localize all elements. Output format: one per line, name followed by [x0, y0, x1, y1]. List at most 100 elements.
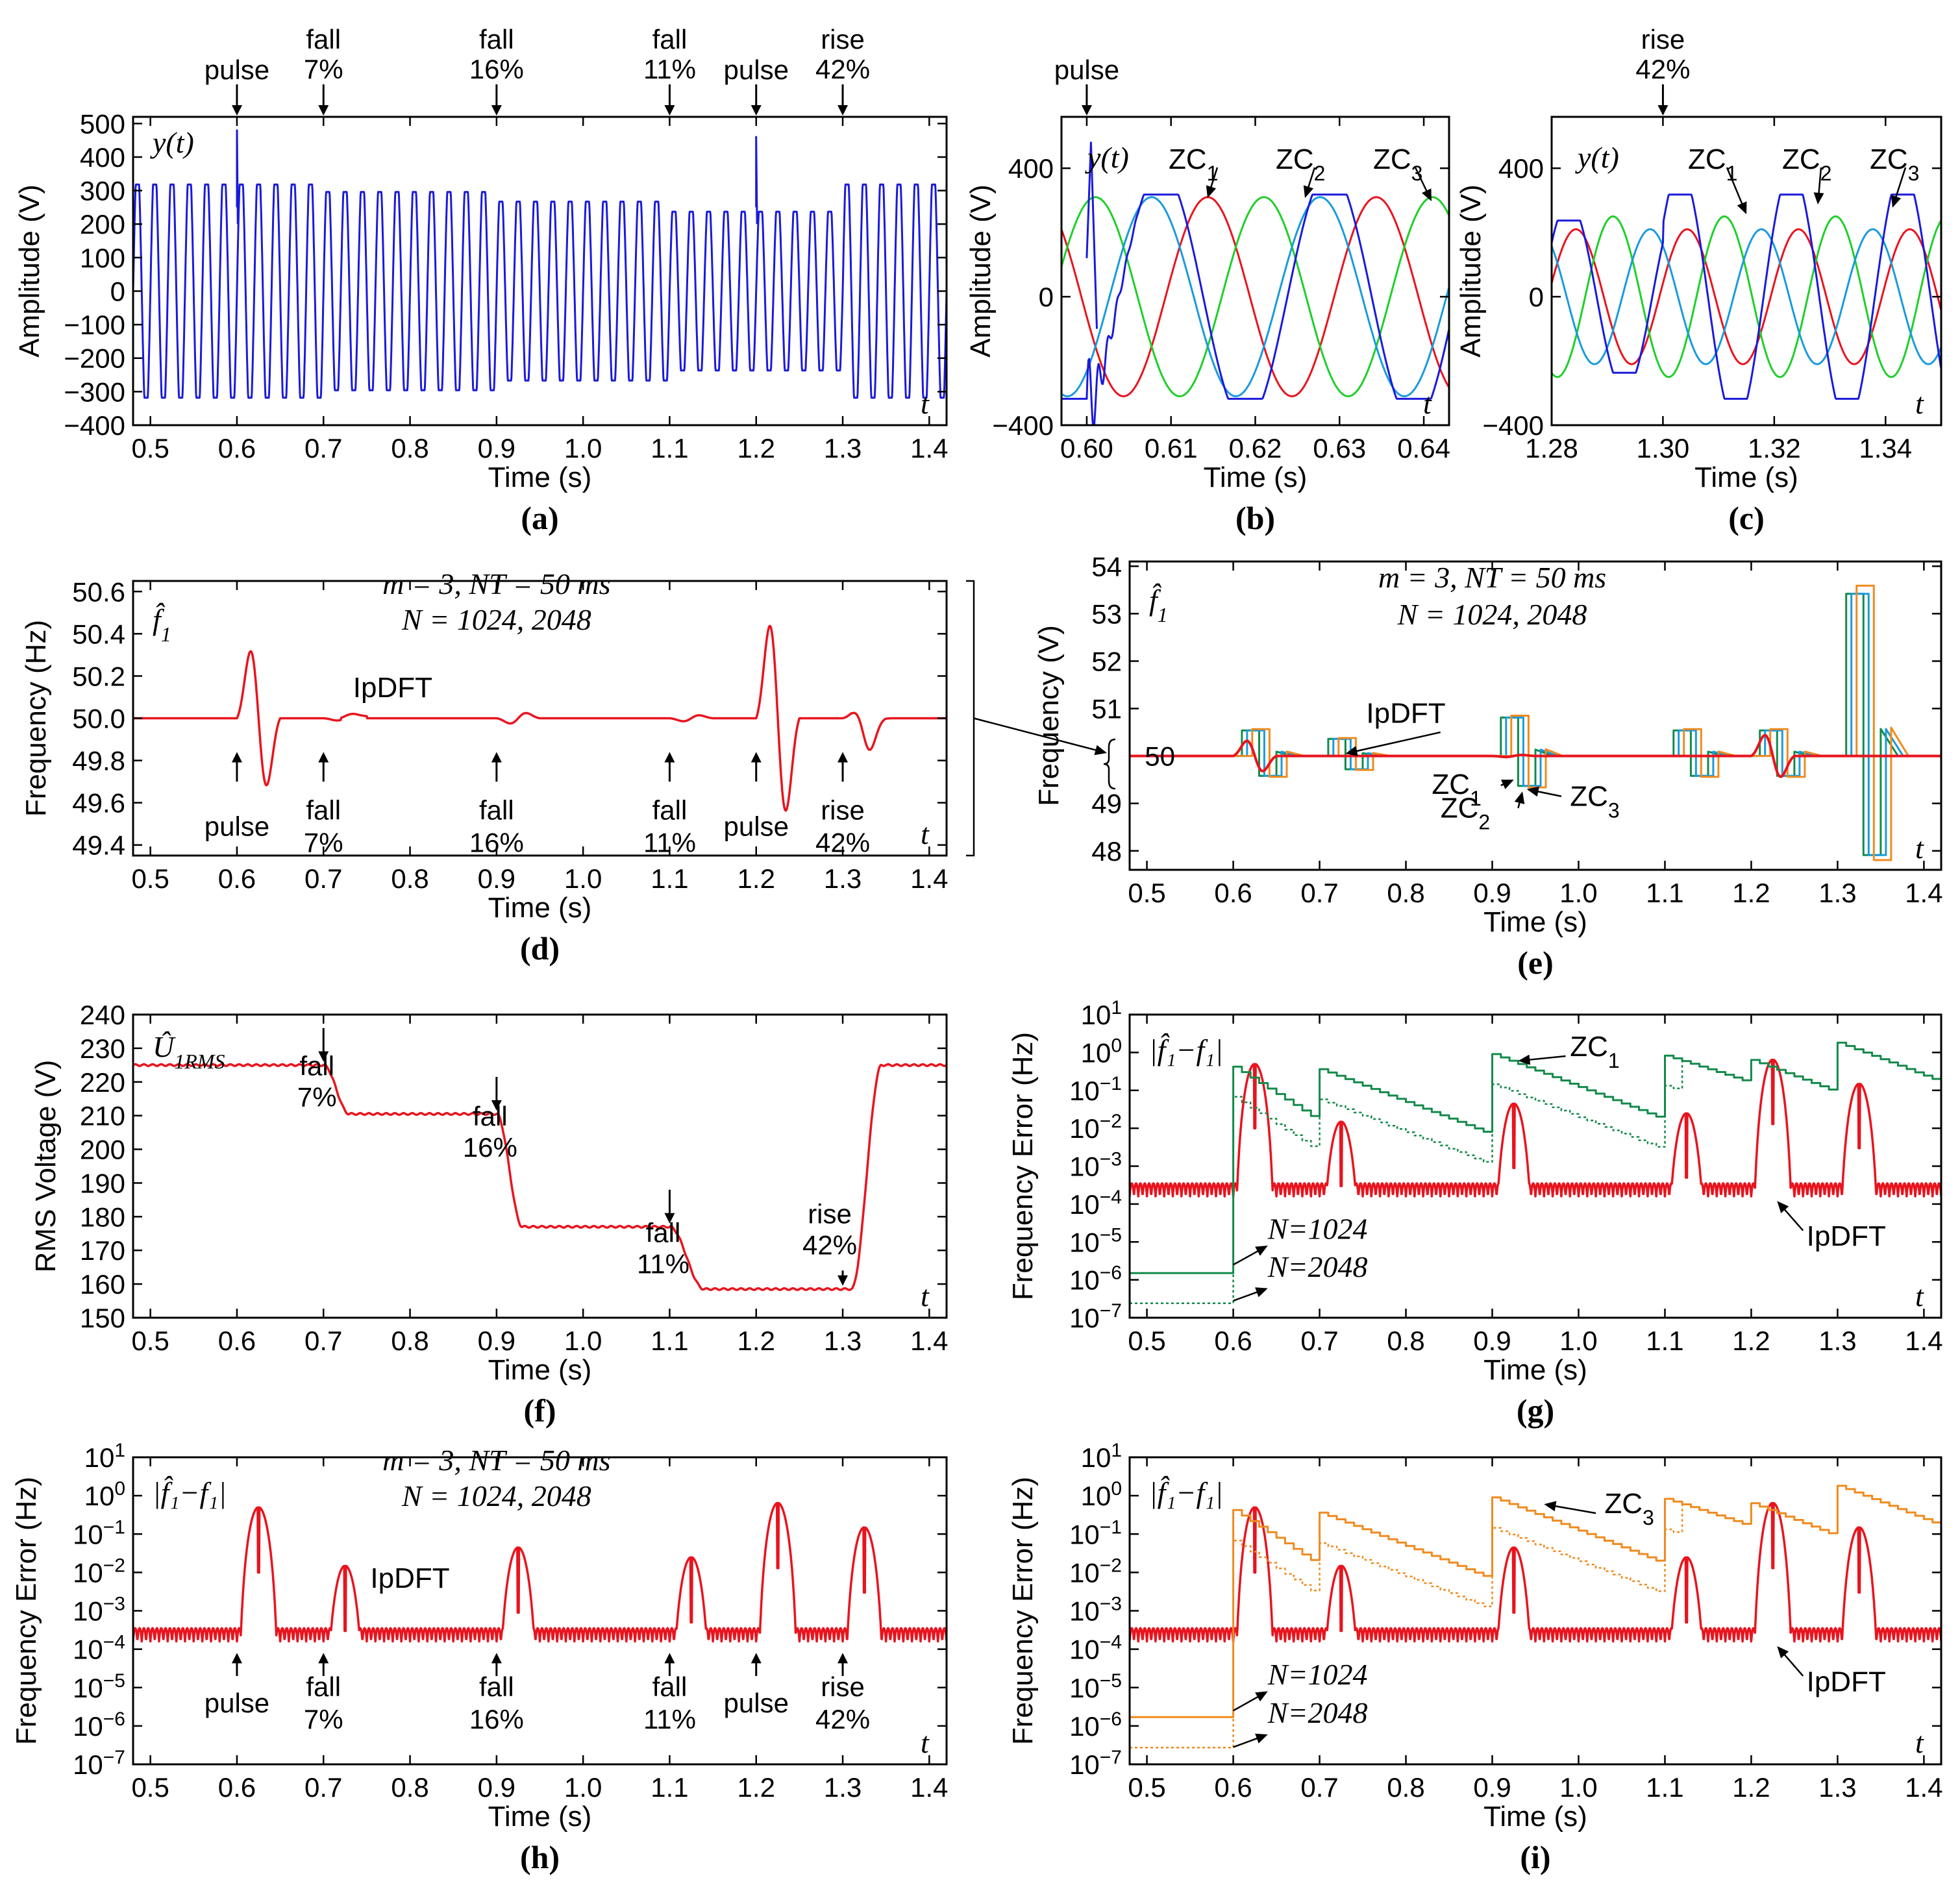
y-tick-label: 10−7: [1069, 1747, 1122, 1781]
zc-pointer-shaft: [1209, 167, 1219, 190]
y-tick-label: 150: [80, 1303, 125, 1333]
axes-frame: [1128, 1456, 1942, 1766]
y-axis-label: Frequency (Hz): [20, 620, 52, 817]
event-label: pulse: [724, 1688, 789, 1718]
n1024-pointer-shaft: [1232, 1695, 1261, 1712]
zc-pointer-shaft: [1894, 167, 1907, 200]
y-tick-label: 101: [1081, 997, 1122, 1031]
x-tick-label: 0.8: [1387, 1326, 1424, 1356]
x-tick-label: 0.6: [218, 1326, 256, 1356]
x-tick-label: 0.6: [218, 433, 256, 463]
zc3-pointer-shaft: [1535, 790, 1562, 797]
x-tick-label: 1.0: [564, 1326, 602, 1356]
x-tick-label: 1.1: [651, 863, 688, 894]
x-tick-label: 0.8: [391, 1326, 428, 1356]
params-2: N = 1024, 2048: [401, 1479, 591, 1512]
y-tick-label: 10−5: [1069, 1224, 1122, 1258]
x-tick-label: 1.3: [1818, 1326, 1856, 1356]
axes-frame: [132, 1013, 948, 1319]
event-arrow-head: [318, 1653, 329, 1664]
x-tick-label: 1.30: [1637, 433, 1690, 463]
x-tick-label: 0.9: [478, 1326, 515, 1356]
y-tick-label: −400: [64, 410, 125, 441]
x-tick-label: 0.7: [304, 1772, 342, 1803]
x-tick-label: 1.0: [1559, 1326, 1597, 1356]
params-1: m = 3, NT = 50 ms: [382, 567, 610, 600]
n2048-pointer-shaft: [1233, 1736, 1260, 1748]
x-tick-label: 0.7: [1300, 1772, 1338, 1803]
event-label: 42%: [1635, 54, 1690, 84]
event-label: 7%: [304, 54, 343, 84]
t-label: t: [1915, 387, 1924, 420]
x-tick-label: 1.4: [1905, 1326, 1942, 1356]
x-tick-label: 1.2: [738, 863, 775, 894]
x-tick-label: 0.61: [1145, 433, 1198, 463]
event-arrow-head: [1081, 105, 1092, 116]
event-label: fall: [306, 795, 341, 826]
x-axis-label: Time (s): [1204, 462, 1308, 493]
event-arrow-head: [318, 105, 329, 116]
x-axis-label: Time (s): [488, 462, 592, 493]
event-label: 42%: [815, 828, 870, 858]
zc-legend-1: ZC1: [1688, 143, 1737, 185]
y-tick-label: −200: [64, 343, 125, 374]
zc-series-2048: [1130, 1485, 1941, 1749]
y-tick-label: 10−1: [1069, 1516, 1122, 1550]
x-tick-label: 0.5: [131, 863, 169, 894]
x-tick-label: 1.2: [1732, 878, 1770, 908]
event-label: fall: [306, 1671, 341, 1702]
plot-area-b: [1061, 142, 1449, 425]
y-axis-label: Frequency Error (Hz): [1007, 1032, 1039, 1300]
t-label: t: [1915, 832, 1924, 865]
y-tick-label: 10−7: [73, 1747, 125, 1781]
t-label: t: [921, 1279, 930, 1313]
x-tick-label: 0.6: [1214, 878, 1252, 908]
x-tick-label: 0.7: [1300, 878, 1338, 908]
zc-pointer-head: [1813, 192, 1824, 204]
y-tick-label: 10−6: [1069, 1708, 1122, 1742]
zc-series-1: [1061, 196, 1449, 397]
x-tick-label: 1.32: [1748, 433, 1801, 463]
axes-frame: [132, 580, 948, 857]
x-tick-label: 0.7: [1300, 1326, 1338, 1356]
x-tick-label: 0.9: [1473, 1326, 1511, 1356]
event-label: fall: [479, 795, 514, 826]
y-tick-label: 190: [80, 1168, 125, 1198]
x-tick-label: 0.60: [1060, 433, 1113, 463]
y-tick-label: 0: [1529, 282, 1544, 312]
params-2: N = 1024, 2048: [1397, 598, 1587, 631]
t-label: t: [921, 817, 930, 850]
event-label: 7%: [304, 1704, 343, 1734]
panel-i: 0.5 0.6 0.7 0.8 0.9 1.0 1.1 1.2 1.3 1.4 Time (s) Fr…: [1007, 1440, 1943, 1876]
plot-area-h: [133, 1501, 947, 1643]
zc-pointers: [1206, 167, 1907, 214]
y-axis-label: Amplitude (V): [965, 184, 997, 358]
y-tick-label: 10−5: [1069, 1670, 1122, 1703]
panel-label: (a): [521, 500, 558, 536]
y-tick-label: 49.8: [72, 746, 125, 776]
event-label: pulse: [1054, 55, 1119, 85]
plot-area-i: [1130, 1485, 1941, 1749]
y-tick-label: 54: [1091, 551, 1122, 582]
ipdft-pointer-head: [1345, 746, 1358, 756]
x-tick-label: 1.3: [824, 863, 862, 894]
event-arrow-head: [664, 1653, 675, 1664]
x-tick-label: 0.8: [391, 863, 428, 894]
x-tick-label: 0.9: [1473, 1772, 1511, 1803]
y-tick-label: 160: [80, 1269, 125, 1300]
y-tick-label: 10−2: [1069, 1111, 1122, 1144]
plot-area-e: [1130, 584, 1941, 861]
zc-legend-1: ZC1: [1169, 143, 1218, 185]
signal-label: Û1RMS: [153, 1030, 225, 1073]
zc-legend-3: ZC3: [1373, 143, 1422, 185]
event-arrow-head: [664, 1213, 675, 1224]
zc-pointer-head: [1303, 185, 1314, 198]
zc-pointer-head: [1891, 195, 1902, 208]
event-arrow-head: [751, 105, 762, 116]
zc-pointer-head: [1206, 185, 1217, 198]
event-label: rise: [808, 1199, 852, 1229]
pulse-spike: [755, 136, 758, 225]
y-axis-label: Amplitude (V): [1455, 184, 1487, 358]
panel-label: (d): [520, 930, 560, 967]
y-tick-label: 200: [80, 209, 125, 240]
